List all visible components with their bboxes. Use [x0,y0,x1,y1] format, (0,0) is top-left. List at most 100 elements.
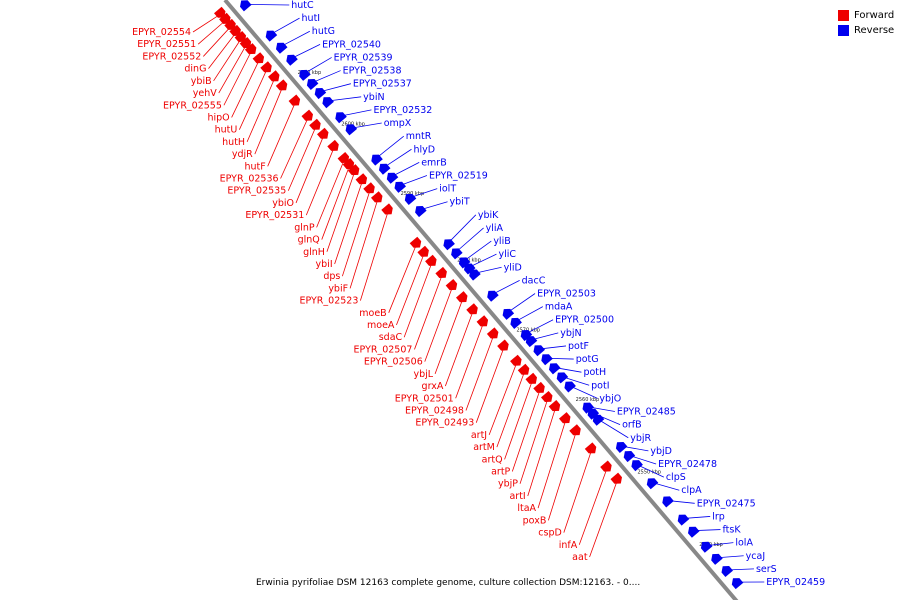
forward-gene-label: ybiO [272,198,294,209]
forward-gene-label: EPYR_02506 [364,357,423,368]
forward-gene-label: EPYR_02507 [354,344,413,355]
reverse-gene-label: hutG [312,26,335,37]
reverse-gene-label: serS [756,564,777,575]
gene-label-line [288,126,316,191]
legend-item-reverse: Reverse [838,23,894,38]
reverse-gene-label: ybjR [630,433,651,444]
reverse-gene-label: ybiN [363,92,384,103]
reverse-gene-label: ybjN [560,328,581,339]
reverse-gene-label: potH [583,367,606,378]
forward-gene-arrow [446,279,458,290]
gene-label-line [538,419,566,508]
gene-label-line [319,84,351,92]
gene-label-line [255,86,283,154]
gene-label-line [404,262,432,337]
forward-gene-arrow [487,327,499,338]
forward-gene-label: ybiB [191,76,212,87]
forward-gene-label: artI [509,491,525,502]
forward-gene-label: grxA [422,381,444,392]
forward-gene-label: dps [323,271,340,282]
forward-gene-label: EPYR_02523 [299,296,358,307]
reverse-gene-label: EPYR_02500 [555,315,614,326]
legend-swatch-forward [838,10,849,21]
reverse-gene-arrow [240,0,252,11]
forward-gene-label: EPYR_02535 [227,186,286,197]
gene-label-line [376,136,404,158]
forward-gene-label: artQ [482,454,503,465]
forward-gene-label: dinG [184,64,206,75]
gene-label-line [497,371,525,447]
forward-gene-label: EPYR_02493 [415,418,474,429]
gene-label-line [448,215,476,243]
gene-label-line [396,253,424,325]
gene-label-line [208,32,236,69]
reverse-gene-label: EPYR_02475 [697,498,756,509]
forward-gene-arrow [585,442,597,453]
forward-gene-label: aat [572,552,588,563]
gene-label-line [489,362,517,435]
reverse-gene-label: EPYR_02459 [766,577,825,588]
forward-gene-label: EPYR_02531 [245,210,304,221]
gene-label-line [435,298,463,374]
legend-label-reverse: Reverse [854,25,894,36]
reverse-gene-arrow [722,566,734,577]
reverse-gene-label: hlyD [413,144,435,155]
forward-gene-arrow [456,291,468,302]
gene-label-line [414,274,442,349]
gene-label-line [476,347,504,423]
forward-gene-arrow [559,412,571,423]
reverse-gene-label: yliB [493,236,510,247]
reverse-gene-label: mntR [406,131,432,142]
forward-gene-label: artJ [471,430,487,441]
reverse-gene-label: clpS [666,472,686,483]
reverse-gene-label: EPYR_02539 [334,52,393,63]
forward-gene-arrow [611,473,623,484]
gene-label-line [474,267,502,273]
reverse-gene-label: EPYR_02503 [537,289,596,300]
gene-label-line [327,171,355,252]
reverse-gene-arrow [662,496,674,507]
reverse-gene-label: ybjO [599,393,621,404]
gene-label-line [239,68,267,129]
reverse-gene-arrow [678,515,690,526]
reverse-gene-label: dacC [522,275,546,286]
gene-label-line [445,310,473,386]
reverse-gene-arrow [276,43,288,54]
reverse-gene-label: EPYR_02478 [658,459,717,470]
forward-gene-label: sdaC [379,332,403,343]
gene-label-line [214,38,242,81]
gene-label-line [528,407,556,496]
gene-label-line [456,322,484,398]
reverse-gene-label: mdaA [545,302,573,313]
gene-label-line [564,449,592,532]
forward-gene-label: EPYR_02536 [220,174,279,185]
gene-label-line [342,189,370,276]
forward-gene-label: cspD [538,528,562,539]
gene-label-line [270,18,299,34]
forward-gene-label: EPYR_02555 [163,100,222,111]
gene-label-line [520,398,548,484]
gene-label-line [651,482,679,490]
gene-label-line [360,210,388,300]
forward-gene-label: ltaA [517,503,536,514]
reverse-gene-arrow [688,527,700,538]
forward-gene-label: hutU [215,125,238,136]
gene-label-line [340,110,372,116]
reverse-gene-label: ybjD [650,446,672,457]
gene-label-line [383,149,411,167]
reverse-gene-label: potF [568,341,589,352]
forward-gene-label: EPYR_02551 [137,39,196,50]
gene-label-line [466,334,494,410]
reverse-gene-arrow [732,578,744,589]
gene-label-line [507,294,535,313]
gene-label-line [296,135,324,203]
gene-label-line [579,468,607,545]
forward-gene-label: hutF [244,161,265,172]
forward-gene-label: EPYR_02554 [132,27,191,38]
forward-gene-label: ybiF [328,283,348,294]
forward-gene-arrow [435,267,447,278]
reverse-gene-arrow [415,206,427,217]
legend: Forward Reverse [838,8,894,38]
reverse-gene-label: hutC [291,0,314,11]
